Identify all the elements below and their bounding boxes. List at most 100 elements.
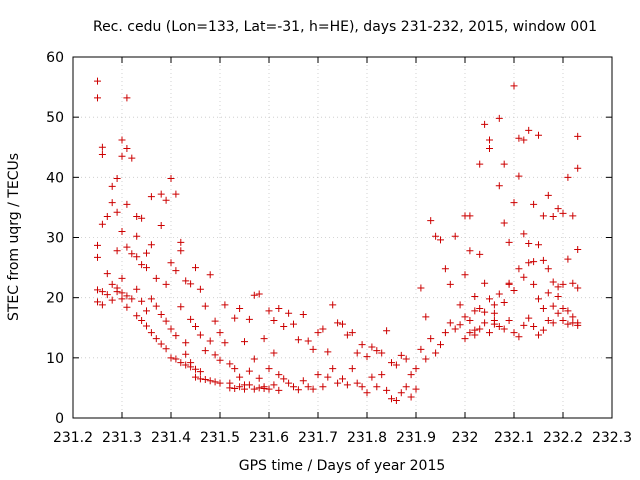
data-point <box>157 340 165 348</box>
data-point <box>182 361 190 369</box>
data-point <box>466 247 474 255</box>
data-point <box>138 317 146 325</box>
data-point <box>500 325 508 333</box>
data-point <box>471 331 479 339</box>
data-point <box>285 379 293 387</box>
data-point <box>94 253 101 261</box>
data-point <box>226 360 234 368</box>
data-point <box>290 320 297 328</box>
data-point <box>437 236 444 244</box>
data-point <box>544 317 552 325</box>
data-point <box>574 284 582 292</box>
data-point <box>309 345 317 353</box>
data-point <box>481 120 489 128</box>
data-point <box>446 280 454 288</box>
x-tick-label: 231.3 <box>102 430 142 446</box>
data-point <box>353 379 361 387</box>
data-point <box>177 359 185 367</box>
data-point <box>397 389 405 397</box>
data-point <box>172 355 180 363</box>
data-point <box>319 383 327 391</box>
data-point <box>152 274 160 282</box>
data-point <box>378 349 386 357</box>
data-point <box>250 385 258 393</box>
data-point <box>348 365 356 373</box>
data-point <box>280 323 288 331</box>
x-axis-label: GPS time / Days of year 2015 <box>239 458 446 474</box>
data-point <box>486 329 493 337</box>
data-point <box>368 343 376 351</box>
data-point <box>520 136 528 144</box>
data-point <box>373 383 381 391</box>
data-point <box>265 307 273 315</box>
x-tick-label: 232.1 <box>494 430 534 446</box>
data-point <box>334 319 342 327</box>
data-point <box>177 247 185 255</box>
data-point <box>133 285 141 293</box>
data-point <box>510 199 518 207</box>
data-point <box>245 367 253 375</box>
data-point <box>147 241 155 249</box>
data-point <box>123 94 131 102</box>
x-tick-label: 232.3 <box>592 430 632 446</box>
data-point <box>535 241 542 249</box>
data-point <box>270 349 278 357</box>
data-point <box>490 320 498 328</box>
data-point <box>113 288 121 296</box>
data-point <box>343 331 351 339</box>
data-point <box>339 320 346 328</box>
data-point <box>138 297 146 305</box>
data-point <box>162 280 170 288</box>
data-point <box>118 152 126 160</box>
data-point <box>417 284 425 292</box>
data-point <box>162 345 170 353</box>
data-point <box>201 302 209 310</box>
data-point <box>412 385 420 393</box>
data-point <box>192 323 199 331</box>
data-point <box>143 322 150 330</box>
data-point <box>383 386 391 394</box>
data-point <box>549 278 557 286</box>
data-point <box>143 307 150 315</box>
data-point <box>275 304 283 312</box>
data-point <box>402 383 410 391</box>
data-point <box>564 320 572 328</box>
data-point <box>329 365 337 373</box>
data-point <box>554 309 562 317</box>
data-point <box>196 331 204 339</box>
data-point <box>245 315 253 323</box>
data-point <box>515 333 523 341</box>
data-point <box>427 335 435 343</box>
data-point <box>392 361 400 369</box>
data-point <box>123 144 131 152</box>
data-point <box>94 94 101 102</box>
data-point <box>172 332 180 340</box>
data-point <box>407 393 415 401</box>
data-point <box>226 384 234 392</box>
data-point <box>339 375 346 383</box>
data-point <box>187 359 195 367</box>
data-point <box>231 314 239 322</box>
data-point <box>378 371 386 379</box>
data-point <box>495 290 503 298</box>
data-point <box>143 264 150 272</box>
data-point <box>206 271 214 279</box>
data-point <box>192 365 199 373</box>
data-point <box>255 384 263 392</box>
data-point <box>294 386 302 394</box>
data-point <box>304 337 312 345</box>
data-point <box>108 296 116 304</box>
data-point <box>250 291 258 299</box>
data-point <box>133 312 141 320</box>
data-point <box>412 365 420 373</box>
data-point <box>500 298 508 306</box>
data-point <box>471 292 479 300</box>
data-point <box>539 326 547 334</box>
data-point <box>549 319 557 327</box>
data-point <box>334 379 342 387</box>
data-point <box>495 114 503 122</box>
data-point <box>167 175 175 183</box>
data-point <box>216 329 224 337</box>
data-point <box>118 227 126 235</box>
